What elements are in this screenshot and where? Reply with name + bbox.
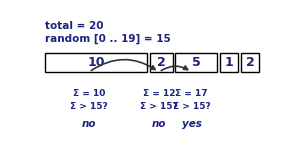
Text: 1: 1 bbox=[225, 56, 233, 69]
Text: no: no bbox=[82, 119, 96, 129]
Text: Σ > 15?: Σ > 15? bbox=[70, 102, 108, 111]
Text: Σ = 17: Σ = 17 bbox=[175, 89, 208, 98]
FancyBboxPatch shape bbox=[45, 53, 147, 72]
FancyBboxPatch shape bbox=[240, 53, 259, 72]
Text: Σ = 10: Σ = 10 bbox=[73, 89, 105, 98]
Text: total = 20: total = 20 bbox=[45, 21, 103, 31]
Text: random [0 .. 19] = 15: random [0 .. 19] = 15 bbox=[45, 33, 170, 44]
Text: 5: 5 bbox=[192, 56, 201, 69]
Text: Σ = 12: Σ = 12 bbox=[143, 89, 175, 98]
FancyBboxPatch shape bbox=[150, 53, 173, 72]
Text: 2: 2 bbox=[246, 56, 254, 69]
FancyBboxPatch shape bbox=[175, 53, 217, 72]
Text: Σ > 15?: Σ > 15? bbox=[173, 102, 210, 111]
Text: 2: 2 bbox=[157, 56, 166, 69]
Text: Σ > 15?: Σ > 15? bbox=[140, 102, 178, 111]
Text: no: no bbox=[152, 119, 166, 129]
FancyBboxPatch shape bbox=[220, 53, 238, 72]
Text: 10: 10 bbox=[87, 56, 105, 69]
Text: yes: yes bbox=[182, 119, 202, 129]
